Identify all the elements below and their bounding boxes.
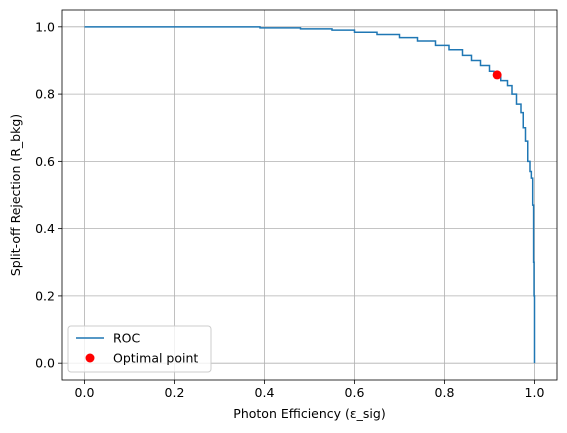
y-tick-label: 0.6 xyxy=(35,154,55,169)
x-tick-label: 1.0 xyxy=(525,385,545,400)
legend-optimal-swatch xyxy=(85,353,95,363)
y-tick-label: 0.2 xyxy=(35,288,55,303)
y-axis-label: Split-off Rejection (R_bkg) xyxy=(8,114,23,276)
x-tick-label: 0.8 xyxy=(435,385,455,400)
x-tick-label: 0.2 xyxy=(165,385,185,400)
y-tick-label: 1.0 xyxy=(35,19,55,34)
x-tick-label: 0.6 xyxy=(345,385,365,400)
x-tick-label: 0.4 xyxy=(255,385,275,400)
x-axis-label: Photon Efficiency (ε_sig) xyxy=(233,406,385,421)
y-tick-label: 0.8 xyxy=(35,87,55,102)
optimal-point-marker xyxy=(492,70,502,80)
legend: ROC Optimal point xyxy=(67,325,212,373)
plot-frame xyxy=(61,9,558,381)
roc-curve-line xyxy=(84,26,536,364)
y-tick-label: 0.0 xyxy=(35,356,55,371)
x-tick-label: 0.0 xyxy=(75,385,95,400)
legend-roc-label: ROC xyxy=(113,331,141,346)
series-layer xyxy=(84,26,536,364)
legend-optimal-label: Optimal point xyxy=(113,351,198,366)
y-tick-label: 0.4 xyxy=(35,221,55,236)
ticks: 0.0 0.2 0.4 0.6 0.8 1.0 0.0 0.2 0.4 0.6 0.8 1.0 xyxy=(35,19,544,400)
